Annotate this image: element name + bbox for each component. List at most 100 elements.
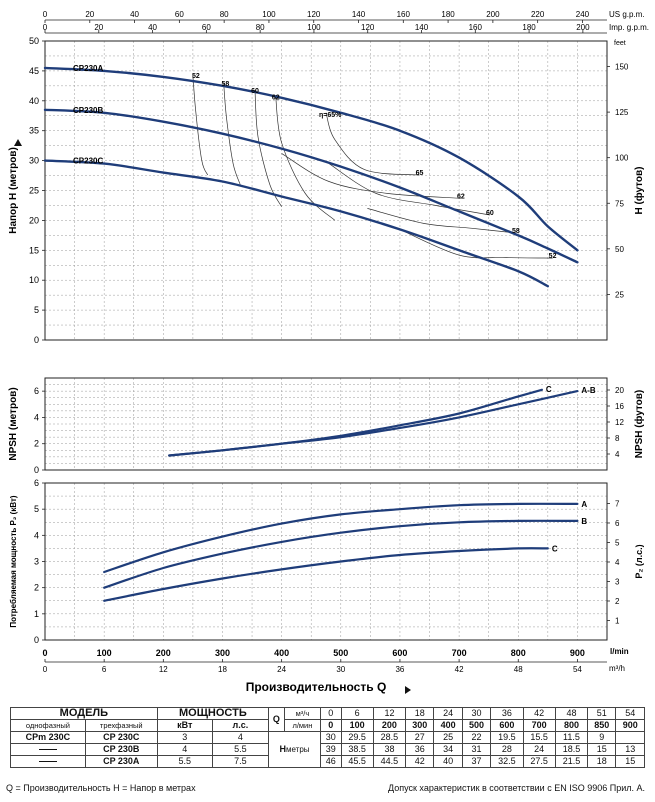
q-letter: Q	[268, 707, 285, 732]
imp-gpm-tick-label: 60	[202, 23, 211, 32]
head-cell: 9	[587, 731, 617, 744]
flow-m3h-cell: 36	[490, 707, 524, 720]
y-tick-label: 30	[29, 156, 39, 166]
us-gpm-tick-label: 240	[576, 10, 590, 19]
head-cell: 21.5	[554, 755, 589, 768]
efficiency-label: 62	[272, 95, 280, 102]
head-cell: 30	[320, 731, 342, 744]
head-cell: 28	[490, 743, 524, 756]
y2-tick-label: 4	[615, 558, 620, 567]
hp-value: 7.5	[211, 755, 270, 768]
y2-tick-label: 16	[615, 402, 624, 411]
three-phase-model: CP 230A	[84, 755, 158, 768]
y2-tick-label: 20	[615, 386, 624, 395]
y2-tick-label: 8	[615, 434, 620, 443]
x-tick-label-m3h: 0	[43, 665, 48, 674]
efficiency-isoline	[325, 112, 420, 176]
us-gpm-tick-label: 220	[531, 10, 545, 19]
head-cell: 13	[615, 743, 645, 756]
x-tick-label-lmin: 900	[570, 648, 585, 658]
series-label: A	[581, 500, 587, 509]
head-cell: 25	[433, 731, 463, 744]
series-label: CP230A	[73, 64, 103, 73]
power-panel: 0 1 2 3 4 5 6 1 2 3 4 5 6 7 Потребляемая мощность P₂ (…	[9, 478, 644, 645]
flow-lmin-cell: 700	[522, 719, 556, 732]
kw-value: 5.5	[156, 755, 213, 768]
y-tick-label: 10	[29, 275, 39, 285]
q-unit-m3h: м³/ч	[283, 707, 322, 720]
y2-tick-label: 25	[615, 290, 624, 299]
imp-gpm-tick-label: 200	[576, 23, 590, 32]
single-phase-model: CPm 230C	[10, 731, 86, 744]
efficiency-label: 60	[251, 88, 259, 95]
flow-m3h-cell: 24	[433, 707, 463, 720]
head-cell: 28.5	[372, 731, 407, 744]
x-tick-label-m3h: 6	[102, 665, 107, 674]
efficiency-isoline	[223, 82, 241, 185]
arrow-up-icon	[14, 139, 22, 146]
kw-header: кВт	[156, 719, 213, 732]
top-gpm-axes: 0 20 40 60 80 100 120 140 160 180 200 220 240 US g.p.…	[43, 10, 649, 34]
head-cell: 44.5	[372, 755, 407, 768]
h-label: Hметры	[268, 731, 322, 768]
curve-a	[103, 502, 579, 574]
us-gpm-unit: US g.p.m.	[609, 10, 645, 19]
x-tick-label-m3h: 30	[336, 665, 345, 674]
x-tick-label-lmin: 100	[97, 648, 112, 658]
y2-tick-label: 7	[615, 499, 620, 508]
y2-tick-label: 2	[615, 597, 620, 606]
us-gpm-tick-label: 60	[175, 10, 184, 19]
head-panel: 0 5 10 15 20 25 30 35 40 45 50 25 50 75 100 125 150 Напор…	[8, 36, 645, 345]
y-axis-label: Потребляемая мощность P₂ (кВт)	[9, 495, 18, 628]
y-tick-label: 35	[29, 126, 39, 136]
x-tick-label-lmin: 800	[511, 648, 526, 658]
y-tick-label: 1	[34, 609, 39, 619]
head-cell: 24	[522, 743, 556, 756]
y2-tick-label: 125	[615, 108, 629, 117]
flow-lmin-cell: 0	[320, 719, 342, 732]
efficiency-isoline	[254, 89, 282, 207]
x-tick-label-lmin: 700	[452, 648, 467, 658]
q-unit-lmin: л/мин	[283, 719, 322, 732]
efficiency-isoline	[275, 96, 336, 221]
x-tick-label-m3h: 24	[277, 665, 286, 674]
series-label: C	[546, 385, 552, 394]
y-axis-label: NPSH (метров)	[8, 387, 19, 460]
head-cell: 39	[320, 743, 342, 756]
y-tick-label: 5	[34, 504, 39, 514]
flow-lmin-cell: 200	[372, 719, 407, 732]
y-tick-label: 20	[29, 215, 39, 225]
plot-frame	[44, 377, 608, 471]
efficiency-label: 62	[457, 193, 465, 200]
head-cell: 34	[433, 743, 463, 756]
y2-tick-label: 150	[615, 63, 629, 72]
y2-axis-label: H (футов)	[633, 167, 645, 215]
npsh-panel: 0 2 4 6 4 8 12 16 20 NPSH (метров) NPSH (футов) C A-…	[8, 377, 645, 475]
us-gpm-tick-label: 40	[130, 10, 139, 19]
y-tick-label: 4	[34, 530, 39, 540]
three-phase-header: трехфазный	[84, 719, 158, 732]
y2-tick-label: 5	[615, 538, 620, 547]
curve-a-b	[168, 390, 579, 457]
curve-b	[103, 519, 579, 589]
x-tick-label-m3h: 18	[218, 665, 227, 674]
efficiency-label: 52	[192, 73, 200, 80]
y-tick-label: 4	[34, 412, 39, 422]
imp-gpm-tick-label: 140	[415, 23, 429, 32]
imp-gpm-tick-label: 40	[148, 23, 157, 32]
y2-axis-label: NPSH (футов)	[633, 390, 645, 459]
flow-m3h-cell: 30	[461, 707, 492, 720]
head-cell: 37	[461, 755, 492, 768]
x-tick-label-lmin: 200	[156, 648, 171, 658]
right-unit-label: feet	[614, 40, 626, 47]
y-tick-label: 0	[34, 335, 39, 345]
x-tick-label-m3h: 42	[455, 665, 464, 674]
efficiency-label: 52	[549, 253, 557, 260]
head-cell: 15.5	[522, 731, 556, 744]
x-unit-m3h: m³/h	[609, 664, 625, 673]
y-tick-label: 3	[34, 557, 39, 567]
flow-m3h-cell: 18	[405, 707, 435, 720]
x-unit-lmin: l/min	[610, 647, 629, 656]
arrow-right-icon	[405, 686, 411, 694]
